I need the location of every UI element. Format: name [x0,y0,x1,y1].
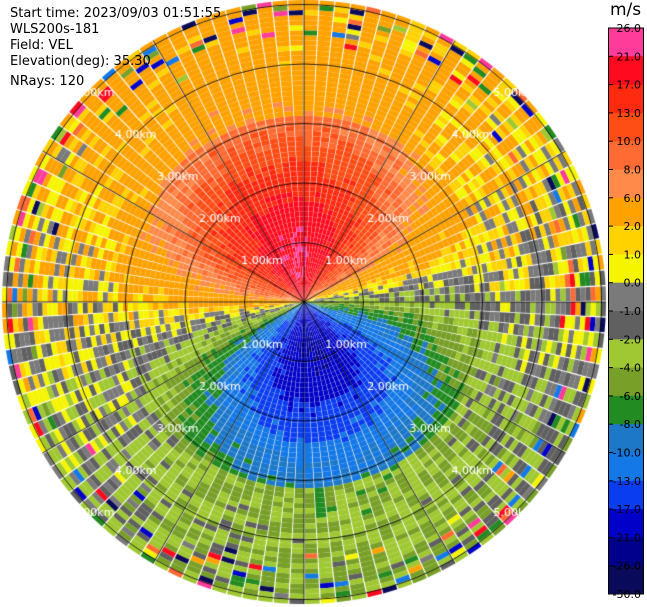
colorbar-band [608,169,644,199]
colorbar-tick-label: 6.0 [624,192,642,205]
colorbar-band [608,339,644,369]
colorbar-tick-label: -4.0 [620,362,641,375]
colorbar-band [608,367,644,397]
colorbar-tick-label: 13.0 [617,107,642,120]
colorbar-tick-label: 21.0 [617,50,642,63]
colorbar-band [608,537,644,567]
colorbar-band [608,424,644,453]
colorbar-tick-label: -2.0 [620,333,641,346]
colorbar-unit: m/s [610,0,642,20]
colorbar-band [608,311,644,340]
colorbar-band [608,141,644,170]
colorbar-band [608,395,644,425]
elevation-label: Elevation(deg): 35.30 [10,54,151,69]
colorbar-tick-label: 17.0 [617,79,642,92]
colorbar-tick-label: -6.0 [620,390,641,403]
plot-metadata: Start time: 2023/09/03 01:51:55 WLS200s-… [10,6,221,90]
colorbar-band [608,84,644,114]
field-label: Field: VEL [10,38,73,53]
colorbar-tick-label: 8.0 [624,164,642,177]
instrument-label: WLS200s-181 [10,22,100,37]
colorbar-band [608,565,644,595]
colorbar-band [608,197,644,227]
start-time-label: Start time: 2023/09/03 01:51:55 [10,6,222,21]
colorbar-band [608,28,644,57]
colorbar-tick-label: -13.0 [613,475,641,488]
colorbar-tick-label: -26.0 [613,560,641,573]
colorbar-tick-label: 1.0 [624,248,642,261]
colorbar-tick-label: 2.0 [624,220,642,233]
colorbar-band [608,509,644,538]
colorbar-band [608,452,644,482]
colorbar-band [608,56,644,86]
colorbar-tick-label: -10.0 [613,447,641,460]
colorbar-tick-label: 10.0 [617,135,642,148]
nrays-label: NRays: 120 [10,74,85,89]
colorbar-band [608,282,644,312]
colorbar-band [608,226,644,255]
colorbar-tick-label: -8.0 [620,418,641,431]
colorbar-tick-label: -17.0 [613,503,641,516]
colorbar-band [608,480,644,510]
colorbar-tick-label: 0.0 [624,277,642,290]
colorbar-tick-label: -21.0 [613,531,641,544]
colorbar-band [608,254,644,284]
colorbar-tick-label: -1.0 [620,305,641,318]
colorbar-band [608,112,644,142]
velocity-colorbar: 26.021.017.013.010.08.06.02.01.00.0-1.0-… [608,22,644,601]
